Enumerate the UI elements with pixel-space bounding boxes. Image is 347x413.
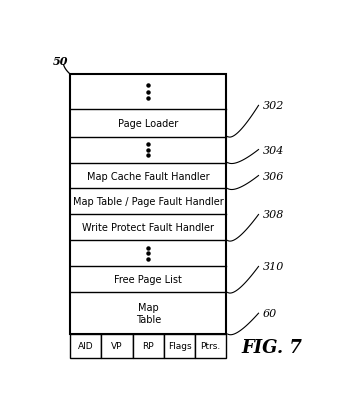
Text: Map Table / Page Fault Handler: Map Table / Page Fault Handler [73,197,223,207]
Text: Free Page List: Free Page List [114,275,182,285]
Text: 308: 308 [263,210,284,220]
Text: 50: 50 [53,56,69,67]
Text: 310: 310 [263,262,284,272]
Bar [70,75,226,334]
Bar [164,334,195,358]
Text: VP: VP [111,342,123,351]
Text: Flags: Flags [168,342,191,351]
Bar [195,334,226,358]
Text: Map
Table: Map Table [136,303,161,324]
Text: AID: AID [78,342,94,351]
Text: 302: 302 [263,101,284,111]
Text: FIG. 7: FIG. 7 [242,338,302,356]
Bar [70,334,101,358]
Text: Write Protect Fault Handler: Write Protect Fault Handler [82,223,214,233]
Text: Page Loader: Page Loader [118,119,178,128]
Text: Ptrs.: Ptrs. [201,342,221,351]
Text: 304: 304 [263,145,284,155]
Text: 306: 306 [263,171,284,181]
Text: 60: 60 [263,309,277,318]
Bar [133,334,164,358]
Bar [101,334,133,358]
Text: Map Cache Fault Handler: Map Cache Fault Handler [87,171,210,181]
Text: RP: RP [142,342,154,351]
